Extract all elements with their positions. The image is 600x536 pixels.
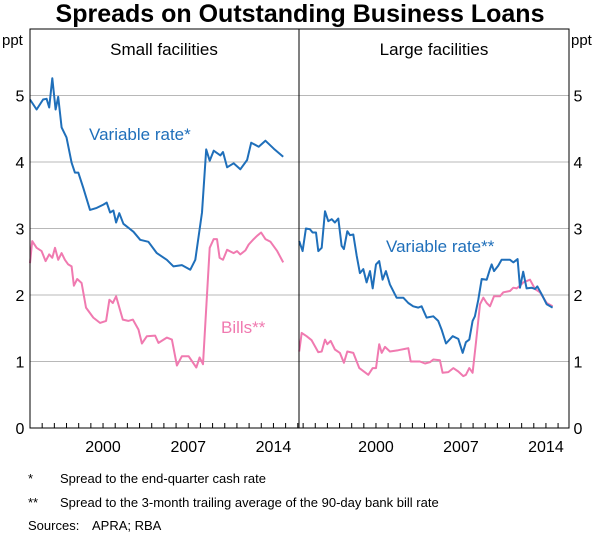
label-variable-rate-large: Variable rate** (386, 237, 495, 256)
label-variable-rate-small: Variable rate* (89, 125, 191, 144)
footnote-mark: * (28, 471, 33, 486)
y-unit-left: ppt (2, 32, 24, 49)
x-tick-label: 2014 (256, 439, 292, 456)
footnote-mark: ** (28, 495, 38, 510)
footnote-text: Spread to the 3-month trailing average o… (60, 495, 439, 510)
panel-title-small: Small facilities (110, 40, 218, 59)
bills-line-panel-2 (298, 278, 554, 378)
y-tick-label-right: 0 (574, 421, 583, 438)
y-tick-label-left: 5 (16, 89, 25, 106)
variable-rate-line-panel-2 (298, 210, 554, 354)
y-tick-label-left: 4 (16, 155, 25, 172)
y-unit-right: ppt (571, 32, 593, 49)
variable-rate-line-panel-1 (29, 77, 284, 271)
chart-title: Spreads on Outstanding Business Loans (56, 0, 545, 28)
sources-text: APRA; RBA (92, 518, 162, 533)
label-bills-small: Bills** (221, 318, 266, 337)
x-tick-label: 2014 (528, 439, 564, 456)
sources-label: Sources: (28, 518, 79, 533)
y-tick-label-right: 1 (574, 355, 583, 372)
footnote-2: ** Spread to the 3-month trailing averag… (28, 495, 439, 510)
x-tick-label: 2007 (170, 439, 206, 456)
footnote-1: * Spread to the end-quarter cash rate (28, 471, 266, 486)
series-lines (29, 77, 554, 378)
y-tick-label-right: 5 (574, 89, 583, 106)
x-tick-label: 2000 (85, 439, 121, 456)
ticks: 0 0 1 1 2 2 3 3 4 4 5 5 2000 2007 2014 2000 2007 2014 (16, 89, 583, 457)
y-tick-label-left: 0 (16, 421, 25, 438)
x-tick-label: 2000 (358, 439, 394, 456)
footnote-text: Spread to the end-quarter cash rate (60, 471, 266, 486)
y-tick-label-right: 4 (574, 155, 583, 172)
panel-title-large: Large facilities (380, 40, 489, 59)
y-tick-label-right: 2 (574, 288, 583, 305)
y-tick-label-left: 1 (16, 355, 25, 372)
bills-line-panel-1 (29, 231, 285, 369)
y-tick-label-left: 2 (16, 288, 25, 305)
y-tick-label-left: 3 (16, 222, 25, 239)
x-tick-label: 2007 (443, 439, 479, 456)
y-tick-label-right: 3 (574, 222, 583, 239)
